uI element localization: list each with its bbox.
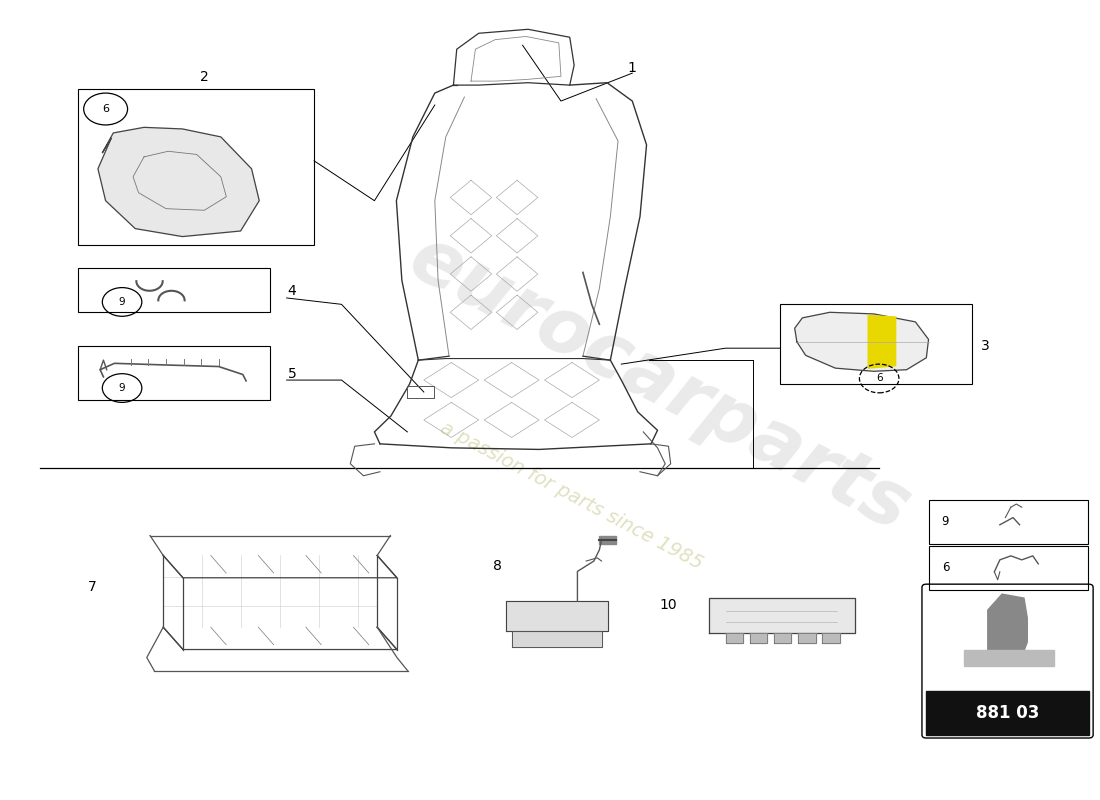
Polygon shape — [798, 633, 815, 643]
Polygon shape — [506, 601, 608, 631]
Text: 7: 7 — [88, 580, 97, 594]
Text: 2: 2 — [200, 70, 209, 84]
Bar — [928, 546, 1088, 590]
Text: 6: 6 — [942, 562, 949, 574]
Polygon shape — [822, 633, 839, 643]
Text: 5: 5 — [288, 367, 297, 382]
Polygon shape — [98, 127, 260, 237]
Polygon shape — [600, 535, 616, 543]
Text: 4: 4 — [288, 284, 297, 298]
Text: 3: 3 — [981, 338, 990, 353]
Bar — [780, 304, 972, 384]
Bar — [78, 89, 315, 245]
Text: 9: 9 — [942, 515, 949, 528]
Bar — [928, 500, 1088, 543]
Text: 10: 10 — [660, 598, 678, 612]
Polygon shape — [710, 598, 855, 633]
Text: eurocarparts: eurocarparts — [397, 221, 923, 547]
Bar — [78, 269, 271, 312]
Text: 1: 1 — [628, 61, 637, 74]
Polygon shape — [773, 633, 791, 643]
Bar — [78, 346, 271, 400]
Text: 8: 8 — [493, 559, 502, 573]
Polygon shape — [750, 633, 767, 643]
Text: 9: 9 — [119, 297, 125, 307]
Text: 6: 6 — [876, 374, 882, 383]
Polygon shape — [794, 312, 928, 371]
Text: 9: 9 — [119, 383, 125, 393]
Polygon shape — [926, 691, 1089, 735]
Text: 6: 6 — [102, 104, 109, 114]
Text: a passion for parts since 1985: a passion for parts since 1985 — [438, 418, 706, 573]
Polygon shape — [868, 315, 895, 368]
Polygon shape — [726, 633, 744, 643]
Polygon shape — [988, 594, 1027, 666]
Polygon shape — [964, 650, 1054, 666]
Text: 881 03: 881 03 — [976, 704, 1040, 722]
Polygon shape — [512, 631, 602, 647]
